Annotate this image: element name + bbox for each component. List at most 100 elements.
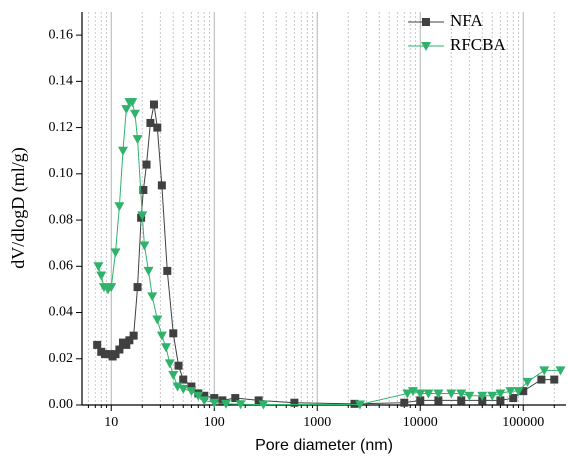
marker	[114, 202, 125, 212]
marker	[110, 248, 121, 258]
marker	[400, 398, 409, 407]
marker	[254, 396, 263, 405]
marker	[146, 118, 155, 127]
marker	[505, 387, 516, 397]
marker	[106, 283, 117, 293]
marker	[132, 135, 143, 145]
marker	[199, 396, 210, 406]
marker	[174, 361, 183, 370]
marker	[139, 186, 148, 195]
marker	[423, 389, 434, 399]
marker	[456, 389, 467, 399]
series-line	[97, 101, 561, 406]
marker	[522, 377, 533, 387]
marker	[231, 394, 240, 403]
marker	[446, 389, 457, 399]
marker	[235, 400, 246, 410]
marker	[186, 387, 197, 397]
marker	[121, 105, 132, 115]
marker	[125, 336, 134, 345]
x-tick-label: 100000	[502, 415, 544, 430]
marker	[169, 329, 178, 338]
marker	[209, 398, 220, 408]
marker	[415, 389, 426, 399]
marker	[539, 366, 550, 376]
marker	[350, 399, 359, 408]
marker	[487, 391, 498, 401]
marker	[290, 398, 299, 407]
marker	[117, 146, 128, 156]
marker	[115, 345, 124, 354]
marker	[178, 384, 189, 394]
marker	[129, 109, 140, 119]
marker	[168, 370, 179, 380]
marker	[111, 350, 120, 359]
marker	[160, 343, 171, 353]
marker	[433, 389, 444, 399]
marker	[127, 98, 138, 108]
y-tick-label: 0.14	[49, 74, 74, 89]
legend-marker	[422, 18, 430, 26]
marker	[149, 100, 158, 109]
marker	[152, 315, 163, 325]
marker	[156, 331, 167, 341]
marker	[555, 366, 566, 376]
marker	[163, 266, 172, 275]
marker	[550, 375, 559, 384]
x-axis-label: Pore diameter (nm)	[255, 437, 393, 454]
marker	[143, 266, 154, 276]
x-tick-label: 10000	[403, 415, 438, 430]
marker	[416, 396, 425, 405]
marker	[153, 123, 162, 132]
marker	[464, 391, 475, 401]
marker	[354, 400, 365, 410]
marker	[137, 211, 148, 221]
marker	[513, 387, 524, 397]
marker	[519, 387, 528, 396]
marker	[164, 359, 175, 369]
marker	[407, 387, 418, 397]
y-tick-label: 0.16	[49, 27, 74, 42]
marker	[200, 391, 209, 400]
y-tick-label: 0.02	[49, 351, 74, 366]
marker	[157, 181, 166, 190]
y-axis-label: dV/dlogD (ml/g)	[8, 147, 29, 269]
marker	[133, 283, 142, 292]
marker	[122, 340, 131, 349]
marker	[537, 375, 546, 384]
x-tick-label: 10	[104, 415, 118, 430]
marker	[129, 331, 138, 340]
marker	[172, 382, 183, 392]
x-tick-label: 1000	[303, 415, 331, 430]
marker	[477, 391, 488, 401]
marker	[220, 399, 231, 409]
marker	[187, 382, 196, 391]
marker	[179, 375, 188, 384]
legend-marker	[421, 42, 431, 51]
marker	[258, 400, 269, 410]
marker	[96, 271, 107, 281]
y-tick-label: 0.08	[49, 212, 74, 227]
series-line	[96, 104, 555, 405]
y-tick-label: 0.04	[49, 305, 74, 320]
marker	[402, 389, 413, 399]
marker	[147, 292, 158, 302]
legend-label: NFA	[450, 11, 483, 30]
y-tick-label: 0.12	[49, 120, 74, 135]
marker	[139, 241, 150, 251]
marker	[509, 394, 518, 403]
marker	[496, 396, 505, 405]
marker	[93, 340, 102, 349]
marker	[434, 396, 443, 405]
marker	[210, 394, 219, 403]
marker	[495, 389, 506, 399]
y-tick-label: 0.06	[49, 259, 74, 274]
y-tick-label: 0.00	[49, 397, 74, 412]
y-tick-label: 0.10	[49, 166, 74, 181]
x-tick-label: 100	[204, 415, 225, 430]
legend-label: RFCBA	[450, 35, 506, 54]
marker	[98, 283, 109, 293]
marker	[193, 391, 204, 401]
marker	[93, 262, 104, 272]
